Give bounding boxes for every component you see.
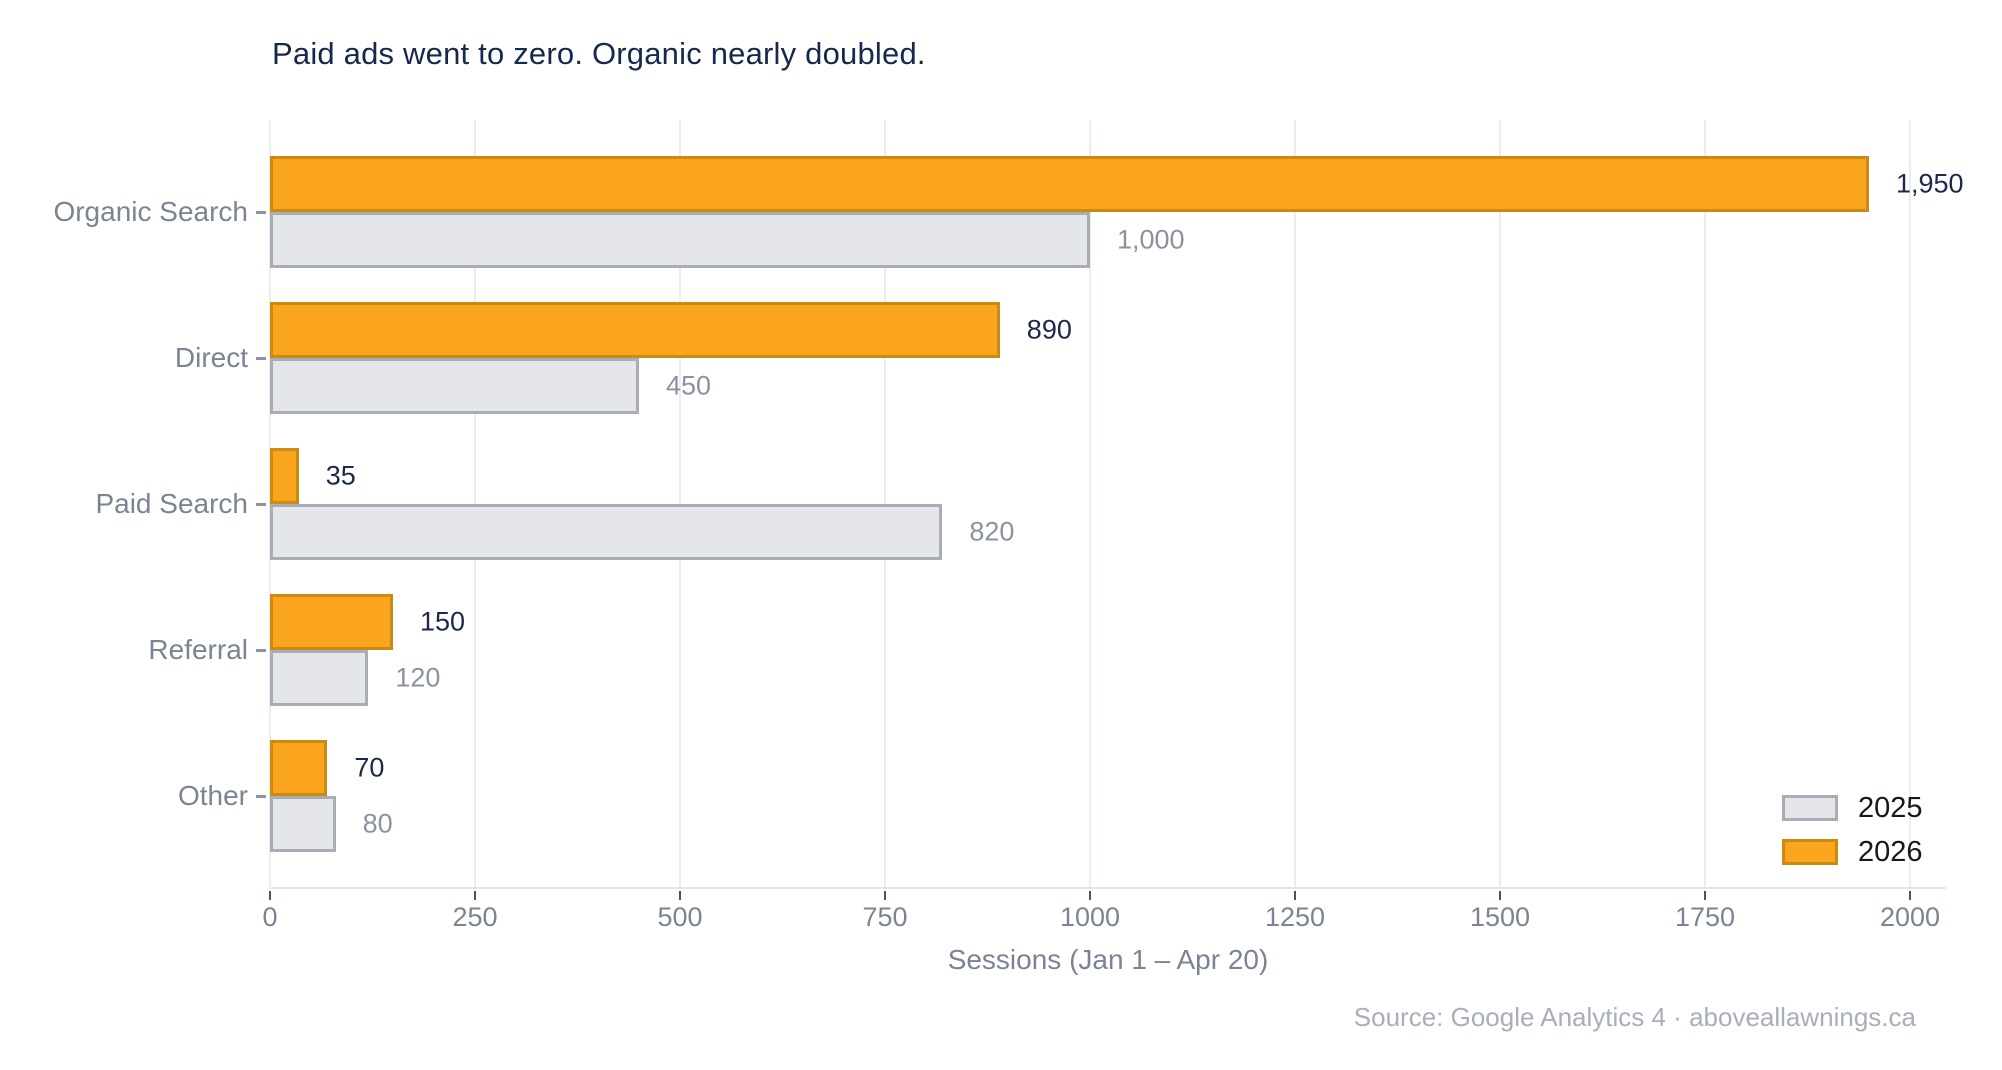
category-label-other: Other xyxy=(177,780,248,811)
legend-swatch-2026 xyxy=(1782,839,1838,865)
x-tick-label-1250: 1250 xyxy=(1264,902,1326,932)
gridline-1000 xyxy=(1089,120,1091,887)
bar-2026-direct xyxy=(270,302,1000,358)
bar-2026-paid-search xyxy=(270,448,299,504)
gridline-500 xyxy=(679,120,681,887)
value-label-2025-organic-search: 1,000 xyxy=(1117,224,1185,255)
x-axis-tick-500 xyxy=(679,891,681,900)
gridline-250 xyxy=(474,120,476,887)
bar-2025-direct xyxy=(270,358,639,414)
value-label-2026-direct: 890 xyxy=(1026,314,1072,345)
x-tick-label-500: 500 xyxy=(657,902,703,932)
gridline-1250 xyxy=(1294,120,1296,887)
value-label-2025-referral: 120 xyxy=(395,662,441,693)
legend-swatch-2025 xyxy=(1782,795,1838,821)
x-axis-tick-1500 xyxy=(1499,891,1501,900)
value-label-2026-paid-search: 35 xyxy=(325,460,356,491)
category-tick-organic-search xyxy=(256,211,266,214)
x-axis-tick-1000 xyxy=(1089,891,1091,900)
bar-2025-other xyxy=(270,796,336,852)
legend-item-2025: 2025 xyxy=(1782,786,1923,830)
category-label-organic-search: Organic Search xyxy=(53,196,248,227)
value-label-2026-referral: 150 xyxy=(420,606,466,637)
gridline-2000 xyxy=(1909,120,1911,887)
category-tick-referral xyxy=(256,649,266,652)
gridline-1750 xyxy=(1704,120,1706,887)
value-label-2026-other: 70 xyxy=(354,752,385,783)
category-tick-other xyxy=(256,795,266,798)
source-caption: Source: Google Analytics 4 · aboveallawn… xyxy=(1353,1002,1916,1032)
value-label-2025-paid-search: 820 xyxy=(969,516,1015,547)
gridline-1500 xyxy=(1499,120,1501,887)
x-axis-tick-1250 xyxy=(1294,891,1296,900)
chart-title: Paid ads went to zero. Organic nearly do… xyxy=(272,36,926,71)
bar-2025-organic-search xyxy=(270,212,1090,268)
x-axis-tick-2000 xyxy=(1909,891,1911,900)
x-axis-tick-1750 xyxy=(1704,891,1706,900)
x-tick-label-1750: 1750 xyxy=(1674,902,1736,932)
value-label-2026-organic-search: 1,950 xyxy=(1896,168,1964,199)
value-label-2025-other: 80 xyxy=(362,808,393,839)
bar-2025-paid-search xyxy=(270,504,943,560)
legend-label-2025: 2025 xyxy=(1858,791,1923,824)
category-tick-direct xyxy=(256,357,266,360)
x-axis-tick-250 xyxy=(474,891,476,900)
legend-item-2026: 2026 xyxy=(1782,830,1923,874)
category-label-paid-search: Paid Search xyxy=(95,488,248,519)
bar-2026-referral xyxy=(270,594,393,650)
gridline-750 xyxy=(884,120,886,887)
x-axis-tick-0 xyxy=(269,891,271,900)
bar-2026-organic-search xyxy=(270,156,1869,212)
category-tick-paid-search xyxy=(256,503,266,506)
legend: 2025 2026 xyxy=(1782,786,1923,874)
value-label-2025-direct: 450 xyxy=(666,370,712,401)
x-axis-tick-750 xyxy=(884,891,886,900)
bar-2025-referral xyxy=(270,650,369,706)
category-label-referral: Referral xyxy=(148,634,248,665)
category-label-direct: Direct xyxy=(174,342,248,373)
legend-label-2026: 2026 xyxy=(1858,835,1923,868)
x-axis-label: Sessions (Jan 1 – Apr 20) xyxy=(947,944,1269,975)
x-tick-label-1000: 1000 xyxy=(1059,902,1121,932)
bar-2026-other xyxy=(270,740,328,796)
x-tick-label-2000: 2000 xyxy=(1879,902,1941,932)
plot-area xyxy=(269,120,1946,889)
x-tick-label-750: 750 xyxy=(862,902,908,932)
x-tick-label-0: 0 xyxy=(262,902,278,932)
x-tick-label-1500: 1500 xyxy=(1469,902,1531,932)
x-tick-label-250: 250 xyxy=(452,902,498,932)
